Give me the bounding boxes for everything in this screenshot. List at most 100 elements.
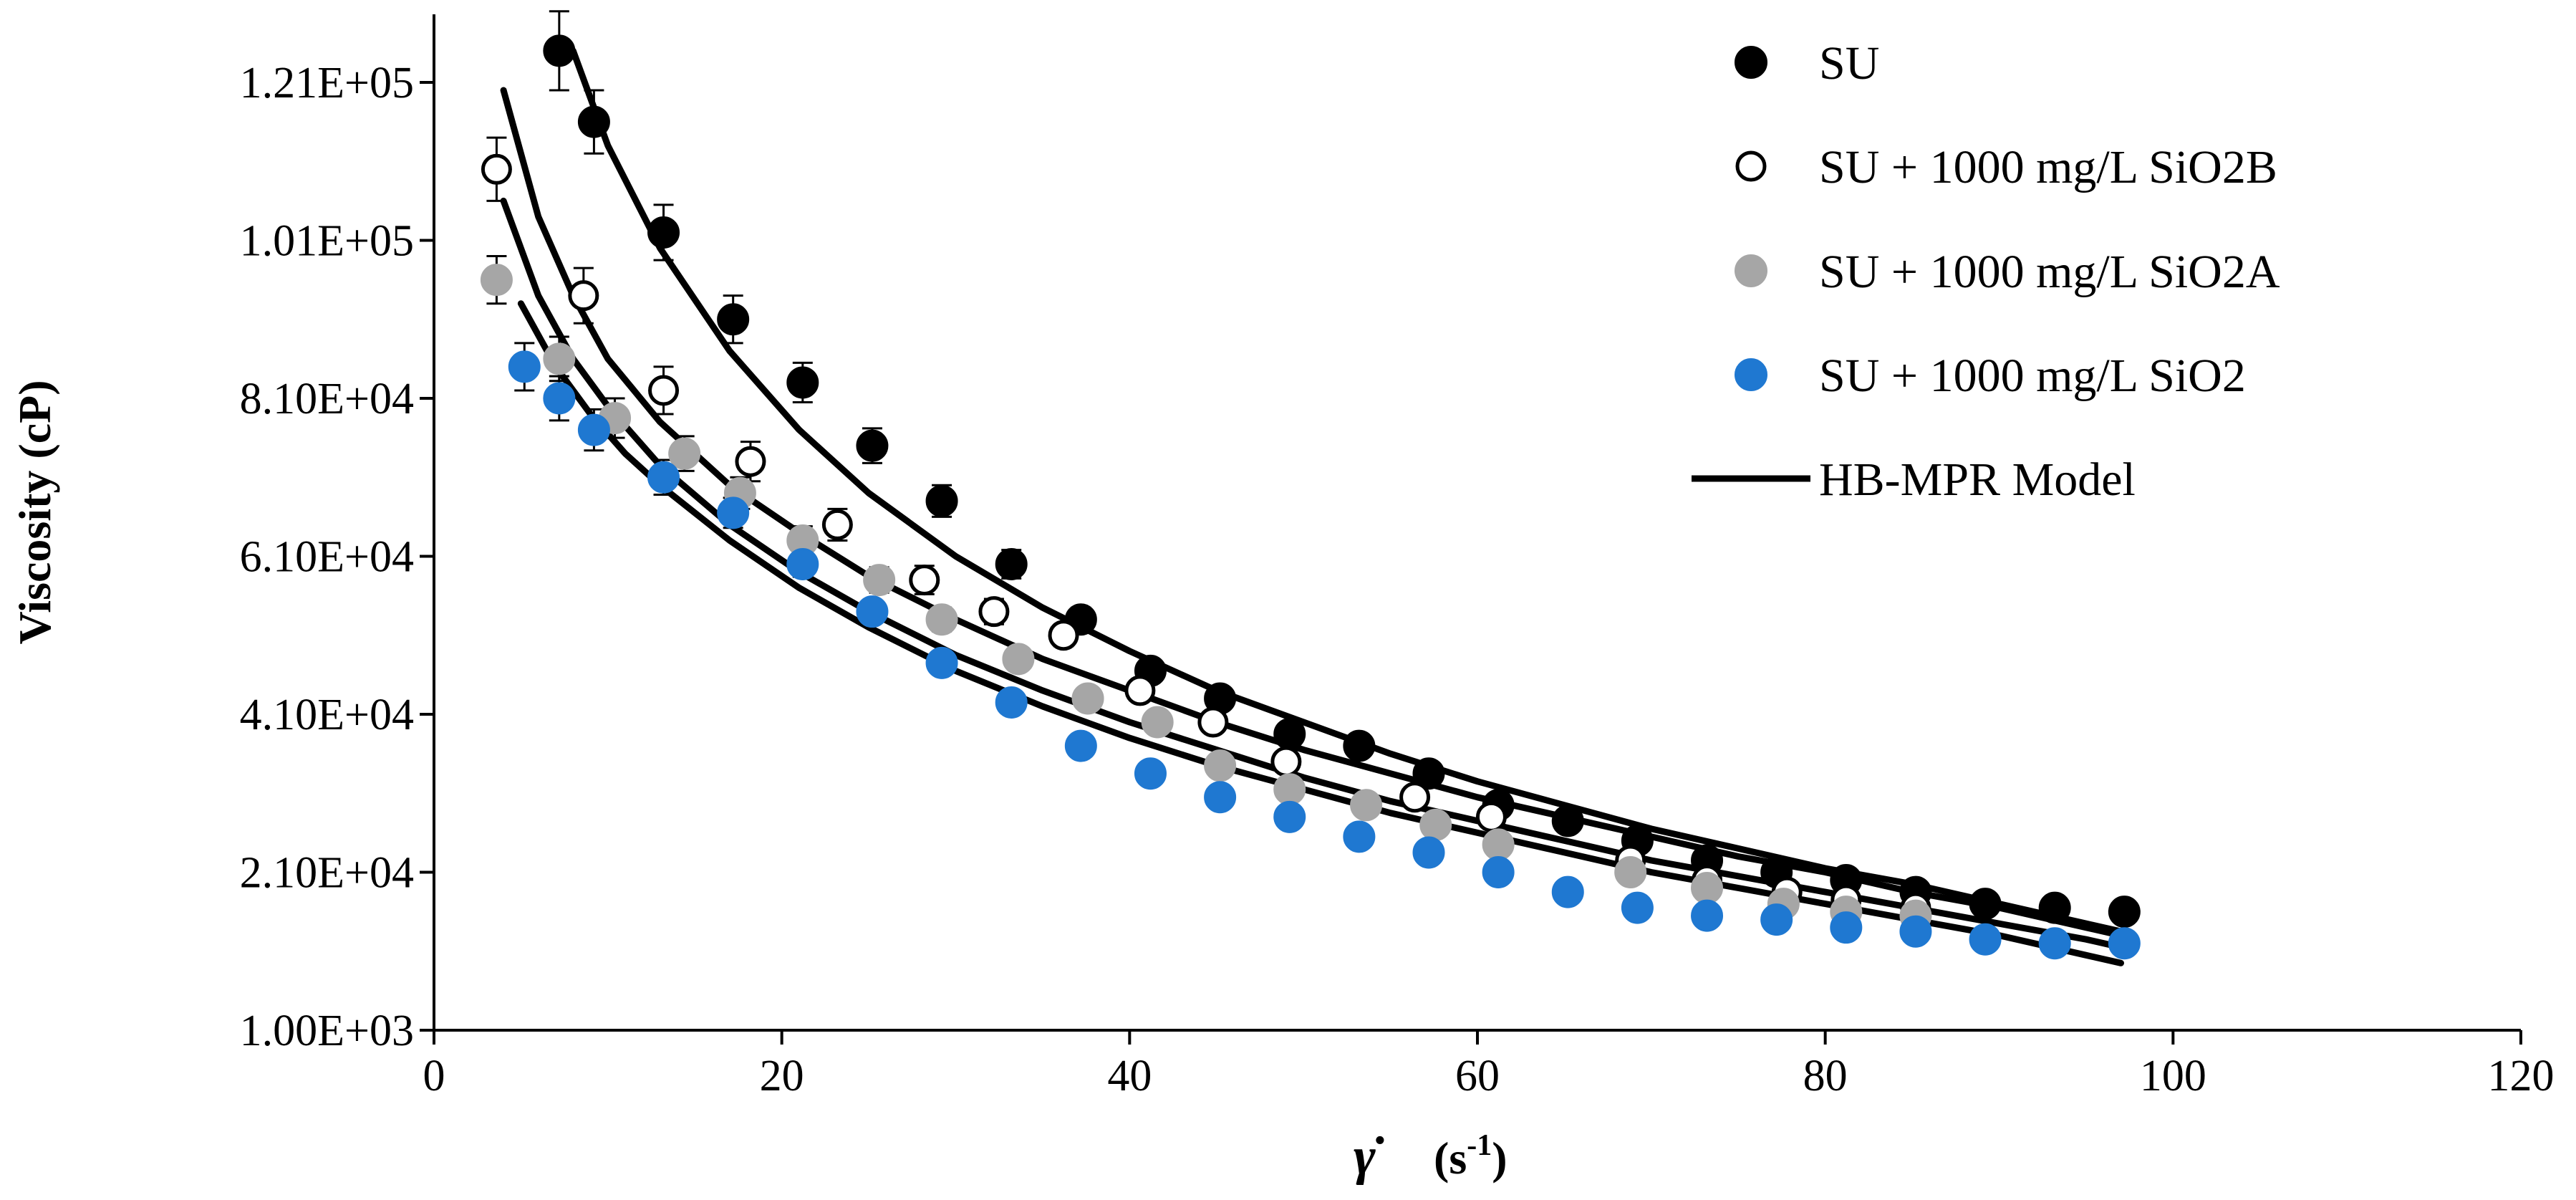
y-axis-ticks: 1.00E+03 2.10E+04 4.10E+04 6.10E+04 8.10E+04… [240,59,434,1055]
x-axis-unit-close: ) [1492,1133,1507,1184]
point-series-3 [1482,856,1515,888]
point-series-3 [1760,903,1793,936]
point-series-0 [1551,805,1584,837]
point-series-2 [1071,682,1104,715]
legend-item-su: SU [1735,37,1879,90]
point-series-3 [1621,891,1654,924]
x-axis-title: γ̇ [1354,1127,1384,1186]
point-series-3 [1969,923,2002,956]
x-tick-label: 40 [1107,1052,1152,1100]
point-series-3 [1899,915,1932,948]
point-series-1 [1475,801,1507,832]
point-series-2 [1482,828,1515,861]
x-tick-label: 120 [2488,1052,2555,1100]
point-series-0 [2108,896,2141,928]
point-series-2 [1691,872,1724,905]
point-series-3 [543,382,576,415]
point-series-1 [909,565,940,596]
y-tick-label: 1.21E+05 [240,59,414,107]
y-tick-label: 4.10E+04 [240,691,414,739]
point-series-0 [786,366,819,399]
x-tick-label: 0 [423,1052,445,1100]
point-series-2 [1614,856,1647,888]
legend-item-model: HB-MPR Model [1692,453,2136,506]
y-tick-label: 2.10E+04 [240,849,414,898]
point-series-0 [856,429,889,462]
x-axis-ticks: 0 20 40 60 80 100 120 [423,1030,2555,1100]
point-series-3 [647,461,680,494]
y-axis-title: Viscosity (cP) [9,380,60,644]
legend-marker-sio2b [1735,150,1767,182]
x-tick-label: 80 [1803,1052,1848,1100]
point-series-3 [786,548,819,581]
point-series-2 [543,342,576,375]
point-series-3 [925,646,958,679]
data-points [480,34,2141,960]
x-axis-unit: (s-1) [1434,1129,1508,1184]
legend-marker-su [1735,46,1767,79]
point-series-0 [717,303,750,336]
point-series-2 [863,564,896,597]
point-series-3 [1830,911,1863,944]
point-series-3 [1343,820,1376,853]
legend-label-su: SU [1819,37,1879,90]
point-series-3 [1204,781,1237,814]
point-series-3 [1412,836,1445,869]
legend-marker-sio2a [1735,254,1767,287]
point-series-3 [1273,800,1306,833]
legend-label-sio2b: SU + 1000 mg/L SiO2B [1819,141,2277,193]
legend-label-sio2: SU + 1000 mg/L SiO2 [1819,350,2246,402]
point-series-1 [481,153,512,185]
point-series-1 [648,375,680,406]
point-series-1 [568,280,599,312]
x-tick-label: 100 [2140,1052,2206,1100]
model-curve-0 [569,47,2124,935]
point-series-0 [543,34,576,67]
y-tick-label: 8.10E+04 [240,375,414,423]
point-series-0 [647,216,680,249]
point-series-3 [1134,757,1167,790]
point-series-3 [508,350,541,383]
point-series-0 [995,548,1028,581]
point-series-2 [1419,808,1452,841]
model-curve-3 [517,300,2124,966]
point-series-2 [1141,706,1174,739]
point-series-1 [1048,620,1079,651]
point-series-3 [856,595,889,628]
y-tick-label: 1.01E+05 [240,217,414,266]
point-series-0 [1273,718,1306,751]
point-series-3 [1551,875,1584,908]
x-axis-unit-open: (s [1434,1133,1467,1184]
point-series-0 [2038,891,2071,924]
point-series-2 [480,264,513,297]
point-series-2 [1204,749,1237,782]
point-series-3 [1064,729,1097,762]
point-series-1 [1270,746,1302,777]
legend-item-sio2b: SU + 1000 mg/L SiO2B [1735,141,2277,193]
x-tick-label: 20 [760,1052,804,1100]
legend-item-sio2a: SU + 1000 mg/L SiO2A [1735,246,2280,298]
x-axis-unit-exp: -1 [1467,1129,1492,1162]
point-series-1 [1197,706,1229,738]
point-series-1 [1399,782,1431,813]
point-series-3 [2038,927,2071,960]
point-series-2 [925,603,958,636]
point-series-2 [668,437,701,470]
legend-item-sio2: SU + 1000 mg/L SiO2 [1735,350,2246,402]
point-series-3 [1691,899,1724,932]
point-series-3 [717,496,750,529]
y-tick-label: 6.10E+04 [240,533,414,582]
legend-label-sio2a: SU + 1000 mg/L SiO2A [1819,246,2280,298]
point-series-0 [1343,729,1376,762]
point-series-2 [1002,643,1035,676]
point-series-1 [821,509,853,540]
legend: SU SU + 1000 mg/L SiO2B SU + 1000 mg/L S… [1692,37,2280,506]
point-series-2 [1350,789,1383,822]
point-series-0 [1969,888,2002,921]
point-series-0 [925,484,958,517]
point-series-3 [2108,927,2141,960]
point-series-3 [577,413,610,446]
point-series-1 [1124,675,1156,706]
legend-marker-sio2 [1735,358,1767,391]
